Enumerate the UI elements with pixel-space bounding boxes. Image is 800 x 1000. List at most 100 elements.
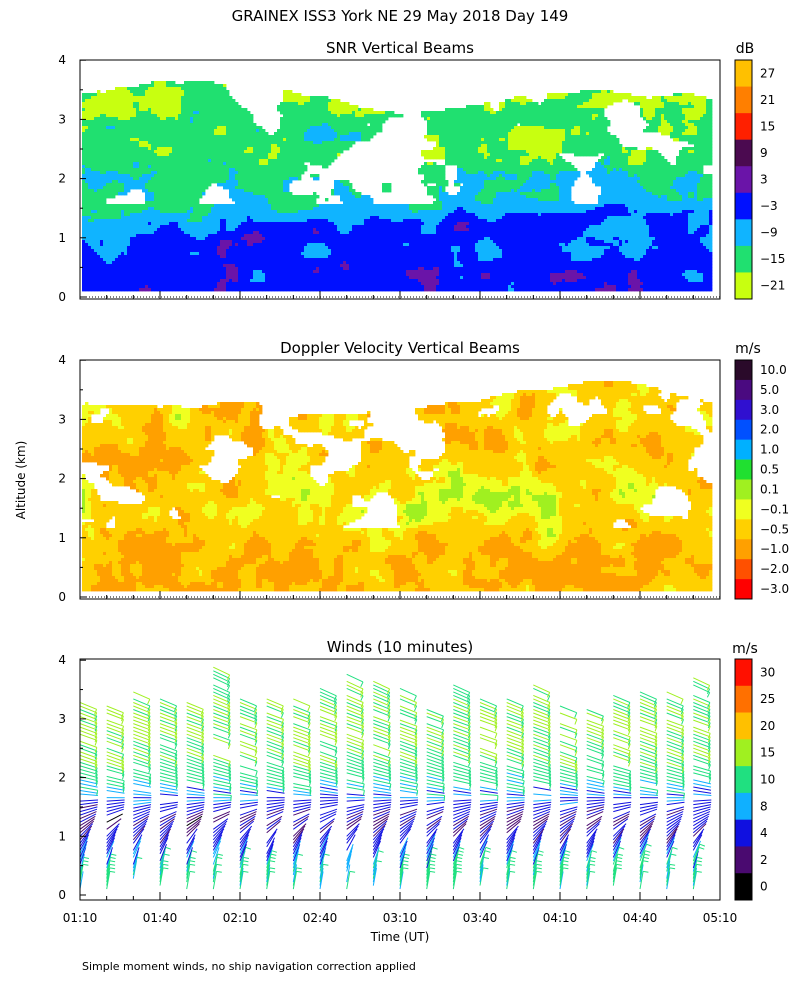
colorbar-swatch <box>735 712 752 740</box>
colorbar-swatch <box>735 60 752 87</box>
y-tick-label: 4 <box>58 353 66 367</box>
snr-unit: dB <box>736 41 755 57</box>
colorbar-label: −15 <box>760 252 785 266</box>
wind-barbs <box>80 666 712 890</box>
colorbar-label: −1.0 <box>760 542 789 556</box>
snr-colorbar: 27 21 15 9 3 −3 −9 −15 −21 <box>734 59 785 300</box>
colorbar-swatch <box>735 219 752 247</box>
colorbar-swatch <box>735 439 752 460</box>
colorbar-frame <box>734 59 753 300</box>
colorbar-swatch <box>735 819 752 847</box>
colorbar-label: 30 <box>760 665 775 679</box>
colorbar-swatch <box>735 245 752 273</box>
x-tick-label: 01:40 <box>143 911 178 925</box>
colorbar-swatch <box>735 272 752 300</box>
colorbar-label: 15 <box>760 746 775 760</box>
colorbar-label: 10 <box>760 773 775 787</box>
y-tick-label: 0 <box>58 590 66 604</box>
y-tick-label: 0 <box>58 290 66 304</box>
colorbar-label: −9 <box>760 226 778 240</box>
colorbar-frame <box>734 658 753 901</box>
colorbar-swatch <box>735 539 752 560</box>
colorbar-swatch <box>735 399 752 421</box>
x-tick-label: 01:10 <box>63 911 98 925</box>
colorbar-label: −0.5 <box>760 522 789 536</box>
colorbar-swatch <box>735 559 752 580</box>
colorbar-label: 20 <box>760 719 775 733</box>
y-tick-label: 2 <box>58 472 66 486</box>
colorbar-label: 2.0 <box>760 423 779 437</box>
colorbar-label: 1.0 <box>760 443 779 457</box>
colorbar-label: 5.0 <box>760 383 779 397</box>
colorbar-label: 21 <box>760 93 775 107</box>
doppler-y-axis: 0 1 2 3 4 <box>58 353 86 604</box>
colorbar-swatch <box>735 659 752 687</box>
colorbar-swatch <box>735 379 752 401</box>
snr-heatmap <box>82 81 713 292</box>
colorbar-label: 3.0 <box>760 403 779 417</box>
colorbar-label: 3 <box>760 173 768 187</box>
colorbar-label: 27 <box>760 66 775 80</box>
x-tick-label: 03:40 <box>463 911 498 925</box>
doppler-panel-title: Doppler Velocity Vertical Beams <box>280 339 520 357</box>
colorbar-label: 15 <box>760 119 775 133</box>
y-tick-label: 2 <box>58 172 66 186</box>
winds-panel: Winds (10 minutes) 0 1 2 3 4 01:10 01:40 02:10… <box>58 638 775 925</box>
footnote: Simple moment winds, no ship navigation … <box>82 960 416 973</box>
y-tick-label: 2 <box>58 771 66 785</box>
y-tick-label: 3 <box>58 412 66 426</box>
colorbar-label: −21 <box>760 279 785 293</box>
colorbar-swatch <box>735 192 752 220</box>
y-tick-label: 4 <box>58 53 66 67</box>
y-tick-label: 1 <box>58 531 66 545</box>
figure-title: GRAINEX ISS3 York NE 29 May 2018 Day 149 <box>232 7 569 25</box>
winds-panel-title: Winds (10 minutes) <box>327 638 474 656</box>
doppler-heatmap <box>82 381 713 592</box>
colorbar-label: 0.1 <box>760 482 779 496</box>
snr-panel: SNR Vertical Beams 0 1 2 3 4 dB 27 21 15 9 3 −3 −9… <box>58 39 785 304</box>
x-tick-label: 04:10 <box>543 911 578 925</box>
colorbar-label: −3.0 <box>760 582 789 596</box>
colorbar-swatch <box>735 166 752 194</box>
colorbar-swatch <box>735 685 752 713</box>
x-tick-label: 02:10 <box>223 911 258 925</box>
snr-x-axis <box>79 291 721 299</box>
colorbar-swatch <box>735 499 752 520</box>
x-axis-label: Time (UT) <box>370 930 430 944</box>
colorbar-label: −0.1 <box>760 502 789 516</box>
colorbar-swatch <box>735 113 752 140</box>
colorbar-label: −3 <box>760 199 778 213</box>
colorbar-swatch <box>735 766 752 794</box>
y-tick-label: 3 <box>58 112 66 126</box>
colorbar-label: 10.0 <box>760 363 787 377</box>
x-tick-label: 05:10 <box>703 911 738 925</box>
winds-y-axis: 0 1 2 3 4 <box>58 653 86 902</box>
colorbar-swatch <box>735 479 752 500</box>
doppler-panel: Doppler Velocity Vertical Beams 0 1 2 3 4 m/… <box>58 339 789 604</box>
colorbar-swatch <box>735 519 752 540</box>
colorbar-swatch <box>735 792 752 820</box>
x-tick-label: 04:40 <box>623 911 658 925</box>
doppler-colorbar: 10.0 5.0 3.0 2.0 1.0 0.5 0.1 −0.1 −0.5 −1.0 −2.0 −3… <box>734 359 789 600</box>
doppler-unit: m/s <box>735 341 761 357</box>
winds-x-axis: 01:10 01:40 02:10 02:40 03:10 03:40 04:10 04:40… <box>63 892 738 925</box>
colorbar-swatch <box>735 846 752 874</box>
y-tick-label: 1 <box>58 829 66 843</box>
colorbar-label: 8 <box>760 799 768 813</box>
colorbar-swatch <box>735 873 752 901</box>
y-axis-label: Altitude (km) <box>14 441 28 520</box>
colorbar-label: 0.5 <box>760 463 779 477</box>
colorbar-swatch <box>735 86 752 114</box>
x-tick-label: 03:10 <box>383 911 418 925</box>
colorbar-label: 9 <box>760 146 768 160</box>
colorbar-label: 0 <box>760 880 768 894</box>
colorbar-label: 4 <box>760 826 768 840</box>
colorbar-swatch <box>735 139 752 167</box>
doppler-x-axis <box>79 591 721 599</box>
snr-y-axis: 0 1 2 3 4 <box>58 53 86 304</box>
y-tick-label: 4 <box>58 653 66 667</box>
colorbar-label: 25 <box>760 692 775 706</box>
y-tick-label: 3 <box>58 712 66 726</box>
